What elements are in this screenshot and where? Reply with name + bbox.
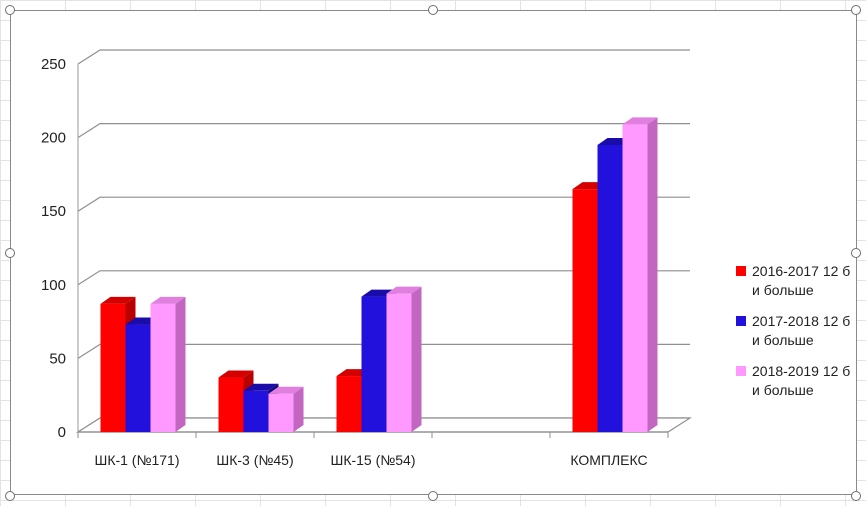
bar-front xyxy=(386,293,412,432)
bar-top xyxy=(150,296,186,304)
gridline xyxy=(77,196,690,212)
bar-front xyxy=(150,303,176,432)
bar-front xyxy=(622,124,648,433)
resize-handle-top-center[interactable] xyxy=(428,5,438,15)
y-tick-label: 0 xyxy=(58,424,66,441)
bar xyxy=(268,386,304,432)
resize-handle-bottom-left[interactable] xyxy=(5,491,15,501)
bar-front xyxy=(268,393,294,432)
legend-label-series-3: 2018-2019 12 б и больше xyxy=(752,363,851,398)
legend-item-series-2: 2017-2018 12 б и больше xyxy=(736,312,861,350)
legend-item-series-3: 2018-2019 12 б и больше xyxy=(736,362,861,400)
bar-top xyxy=(100,296,136,304)
bar-top xyxy=(386,286,422,294)
resize-handle-bottom-right[interactable] xyxy=(851,491,861,501)
resize-handle-top-left[interactable] xyxy=(5,5,15,15)
bar xyxy=(386,286,422,432)
resize-handle-bottom-center[interactable] xyxy=(428,491,438,501)
bar-side xyxy=(175,296,186,432)
bar-front xyxy=(218,377,244,432)
bar-front xyxy=(336,376,362,432)
legend-swatch-series-2 xyxy=(736,316,746,326)
bar-front xyxy=(572,189,598,432)
bar-front xyxy=(125,324,151,432)
x-tick-label: КОМПЛЕКС xyxy=(570,452,647,468)
bar-front xyxy=(361,296,387,432)
gridline xyxy=(77,49,690,65)
legend-item-series-1: 2016-2017 12 б и больше xyxy=(736,262,861,300)
y-tick-label: 250 xyxy=(41,56,66,73)
bar-top xyxy=(268,386,304,394)
gridline xyxy=(77,343,690,359)
legend-label-series-1: 2016-2017 12 б и больше xyxy=(752,263,851,298)
bar-side xyxy=(647,117,658,433)
legend-label-series-2: 2017-2018 12 б и больше xyxy=(752,313,851,348)
chart-legend: 2016-2017 12 б и больше 2017-2018 12 б и… xyxy=(736,262,861,412)
y-tick-label: 100 xyxy=(41,277,66,294)
gridline xyxy=(77,122,690,139)
bar-front xyxy=(597,144,623,432)
bar-side xyxy=(293,386,304,432)
bar xyxy=(622,117,658,433)
x-tick-label: ШК-1 (№171) xyxy=(94,452,179,468)
bar-top xyxy=(622,117,658,125)
bar-front xyxy=(243,390,269,432)
y-tick-label: 50 xyxy=(49,350,66,367)
bar-side xyxy=(411,286,422,432)
bar xyxy=(150,296,186,432)
y-tick-label: 200 xyxy=(41,130,66,147)
gridline xyxy=(77,270,690,286)
resize-handle-middle-left[interactable] xyxy=(5,248,15,258)
x-tick-label: ШК-3 (№45) xyxy=(216,452,293,468)
bar-top xyxy=(243,383,279,391)
bar-top xyxy=(218,370,254,378)
y-tick-label: 150 xyxy=(41,203,66,220)
resize-handle-middle-right[interactable] xyxy=(851,248,861,258)
legend-swatch-series-3 xyxy=(736,366,746,376)
resize-handle-top-right[interactable] xyxy=(851,5,861,15)
x-tick-label: ШК-15 (№54) xyxy=(330,452,415,468)
bar-front xyxy=(100,303,126,432)
legend-swatch-series-1 xyxy=(736,266,746,276)
